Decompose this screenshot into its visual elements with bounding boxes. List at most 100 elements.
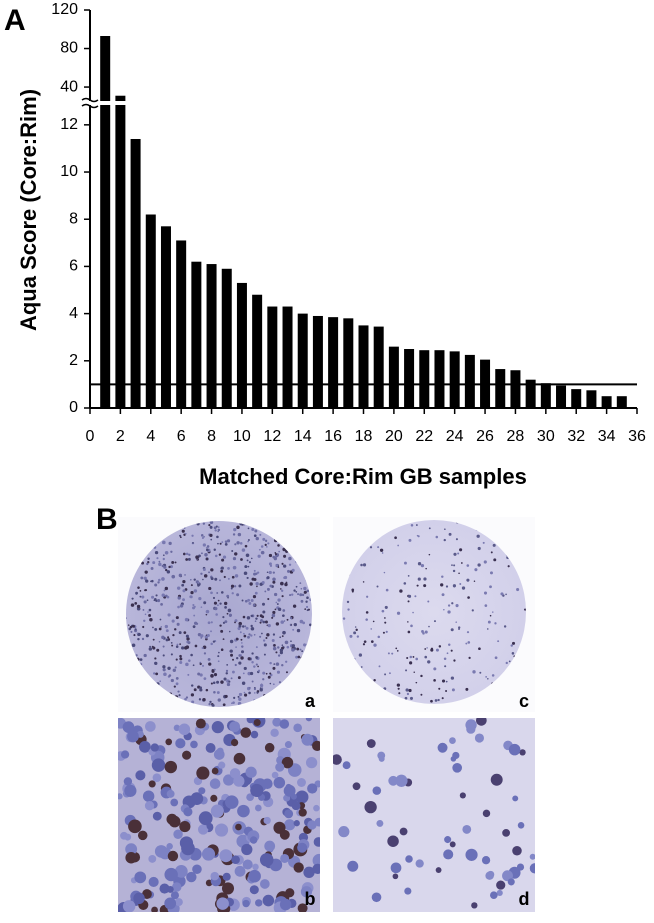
nucleus (143, 653, 147, 658)
nucleus (390, 862, 402, 874)
nucleus (120, 750, 130, 759)
nucleus (381, 552, 384, 554)
nucleus (246, 718, 255, 724)
bar (312, 315, 323, 408)
nucleus (387, 652, 390, 655)
nucleus (466, 578, 470, 582)
nucleus (179, 536, 182, 539)
nucleus (415, 681, 418, 684)
nucleus (399, 827, 408, 836)
nucleus (256, 614, 259, 617)
nucleus (517, 821, 525, 829)
nucleus (395, 774, 408, 787)
x-tick-label: 12 (263, 428, 281, 445)
nucleus (210, 591, 213, 595)
nucleus (387, 835, 399, 847)
nucleus (452, 584, 457, 588)
nucleus (394, 536, 397, 540)
nucleus (154, 657, 157, 660)
bar (586, 390, 597, 408)
image-label: c (519, 691, 529, 711)
nucleus (392, 873, 399, 880)
nucleus (148, 854, 157, 863)
nucleus (190, 792, 204, 805)
nucleus (260, 550, 265, 555)
nucleus (223, 575, 226, 579)
nucleus (445, 690, 448, 693)
nucleus (351, 588, 355, 592)
nucleus (220, 569, 224, 573)
nucleus (409, 655, 413, 659)
nucleus (444, 665, 447, 668)
nucleus (217, 660, 220, 663)
nucleus (166, 813, 178, 825)
nucleus (143, 619, 146, 622)
nucleus (459, 792, 466, 799)
nucleus (170, 642, 173, 644)
nucleus (185, 558, 189, 561)
nucleus (234, 663, 237, 667)
nucleus (465, 642, 468, 645)
bar (373, 326, 384, 408)
nucleus (243, 666, 247, 671)
nucleus (455, 604, 459, 608)
nucleus (244, 565, 248, 569)
nucleus (295, 591, 298, 593)
nucleus (277, 566, 280, 568)
nucleus (230, 584, 235, 588)
nucleus (256, 691, 259, 694)
nucleus (428, 553, 431, 556)
bar (388, 346, 399, 408)
nucleus (211, 767, 219, 775)
nucleus (243, 571, 248, 575)
nucleus (229, 721, 241, 733)
nucleus (283, 554, 287, 558)
nucleus (408, 688, 412, 693)
nucleus (135, 591, 138, 595)
nucleus (272, 646, 277, 651)
bar (464, 354, 475, 408)
nucleus (171, 644, 174, 647)
nucleus (358, 653, 363, 657)
nucleus (236, 593, 240, 597)
nucleus (281, 644, 284, 646)
nucleus (227, 596, 229, 599)
nucleus (172, 668, 177, 672)
nucleus (182, 750, 192, 760)
nucleus (483, 560, 487, 564)
bar (540, 383, 551, 408)
nucleus (275, 622, 280, 626)
nucleus (174, 628, 177, 631)
nucleus (255, 572, 258, 575)
nucleus (272, 633, 276, 636)
nucleus (199, 686, 202, 689)
nucleus (199, 688, 203, 692)
nucleus (187, 673, 190, 676)
nucleus (465, 848, 478, 861)
nucleus (149, 618, 153, 622)
nucleus (502, 828, 511, 837)
nucleus (430, 648, 434, 652)
nucleus (420, 564, 425, 568)
nucleus (307, 783, 318, 794)
nucleus (286, 645, 290, 649)
nucleus (206, 823, 214, 830)
nucleus (519, 749, 526, 756)
nucleus (185, 696, 189, 699)
nucleus (173, 724, 181, 732)
nucleus (210, 577, 214, 581)
nucleus (264, 543, 267, 546)
nucleus (203, 652, 207, 655)
nucleus (285, 660, 288, 663)
nucleus (182, 598, 185, 602)
nucleus (220, 680, 224, 684)
nucleus (234, 552, 238, 556)
nucleus (281, 756, 294, 769)
nucleus (195, 622, 199, 625)
nucleus (241, 548, 246, 552)
nucleus (179, 821, 191, 833)
nucleus (197, 581, 200, 584)
nucleus (354, 626, 357, 628)
nucleus (175, 616, 179, 620)
nucleus (267, 542, 270, 545)
